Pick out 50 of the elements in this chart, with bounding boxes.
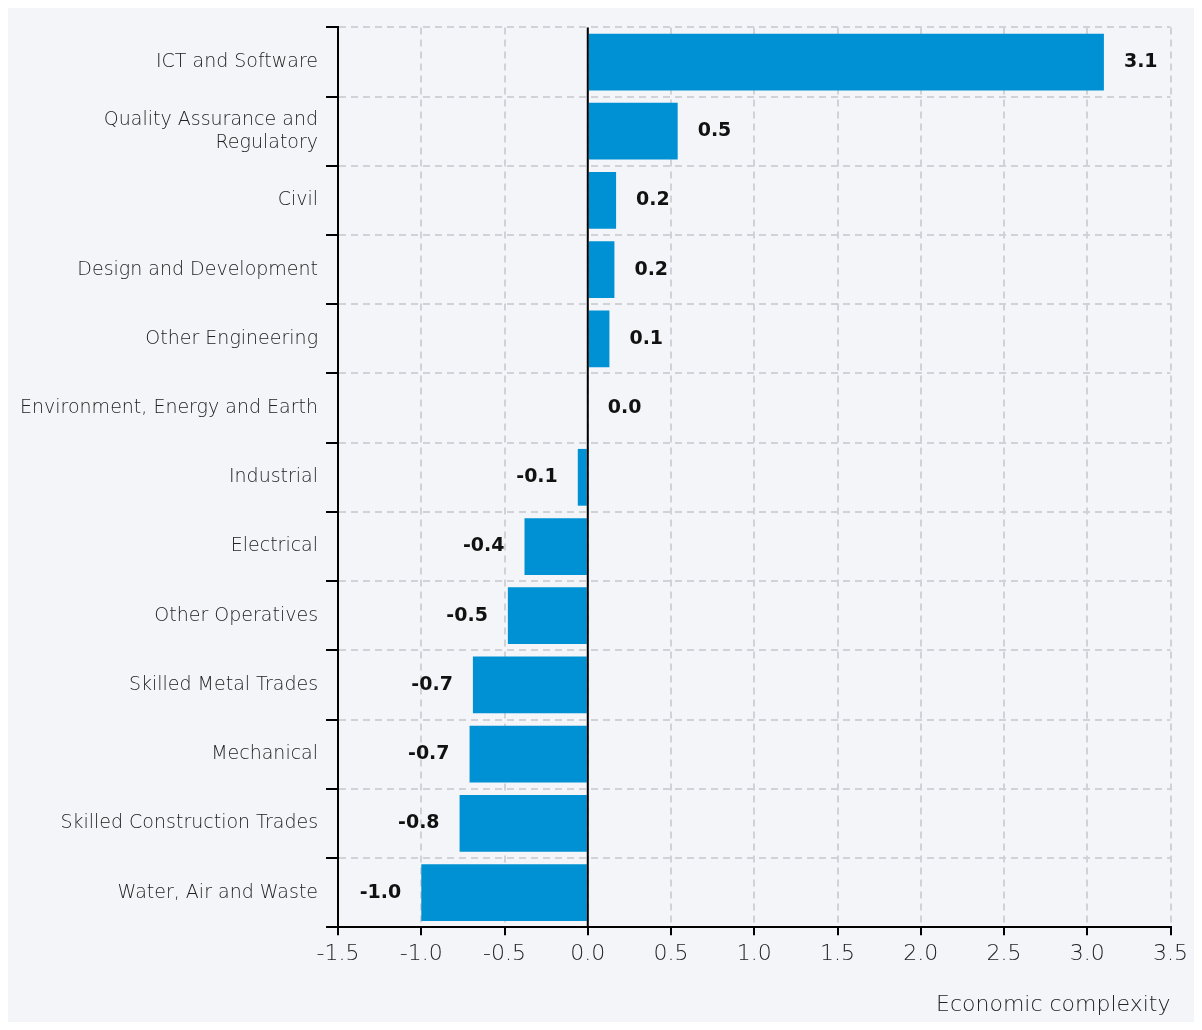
data-label: -0.5 — [446, 602, 488, 625]
data-label: -0.1 — [516, 464, 558, 487]
data-label: 0.2 — [634, 256, 669, 279]
data-label: -1.0 — [359, 879, 402, 902]
x-tick-label: 1.5 — [820, 940, 856, 966]
bar — [459, 795, 587, 852]
x-tick-label: 2.0 — [903, 940, 939, 966]
y-tick-label: Water, Air and Waste — [117, 879, 319, 902]
x-tick-label: -1.5 — [316, 940, 360, 966]
bar — [588, 310, 610, 368]
y-tick-label: Design and Development — [77, 256, 319, 279]
y-tick-label: Skilled Metal Trades — [128, 671, 319, 694]
x-tick-label: -0.5 — [483, 940, 526, 966]
bar — [588, 33, 1104, 91]
bar — [469, 725, 587, 783]
x-tick-label: 0.5 — [653, 940, 689, 966]
bar — [472, 656, 587, 714]
data-label: -0.4 — [462, 533, 505, 556]
y-tick-label: Other Operatives — [154, 602, 319, 625]
bar — [524, 518, 587, 575]
bar — [577, 448, 587, 506]
y-tick-label: Skilled Construction Trades — [60, 810, 319, 833]
data-label: 0.5 — [697, 118, 732, 141]
y-tick-label: Civil — [277, 187, 319, 210]
x-axis-title: Economic complexity — [936, 990, 1171, 1016]
y-tick-label: ICT and Software — [155, 48, 319, 71]
x-tick-label: -1.0 — [399, 940, 443, 966]
data-label: 0.2 — [636, 187, 670, 210]
x-tick-label: 1.0 — [736, 940, 772, 966]
data-label: -0.8 — [398, 810, 440, 833]
y-tick-label: Industrial — [228, 464, 319, 487]
bar — [588, 172, 617, 229]
bar — [588, 102, 678, 160]
y-tick-label: Environment, Energy and Earth — [19, 395, 319, 418]
x-tick-label: 0.0 — [570, 940, 606, 966]
y-tick-label: Quality Assurance and Regulatory — [103, 106, 319, 152]
data-label: -0.7 — [408, 741, 450, 764]
x-tick-label: 2.5 — [986, 940, 1022, 966]
data-label: -0.7 — [411, 671, 453, 694]
x-tick-label: 3.0 — [1069, 940, 1105, 966]
y-tick-label: Other Engineering — [145, 325, 319, 348]
x-tick-label: 3.5 — [1153, 940, 1189, 966]
data-label: 0.1 — [629, 325, 664, 348]
data-label: 3.1 — [1123, 48, 1158, 71]
y-tick-label: Electrical — [230, 533, 319, 556]
bar — [421, 864, 587, 921]
y-tick-label: Mechanical — [211, 741, 319, 764]
bar — [507, 587, 587, 645]
data-label: 0.0 — [607, 395, 642, 418]
bar — [588, 241, 615, 299]
